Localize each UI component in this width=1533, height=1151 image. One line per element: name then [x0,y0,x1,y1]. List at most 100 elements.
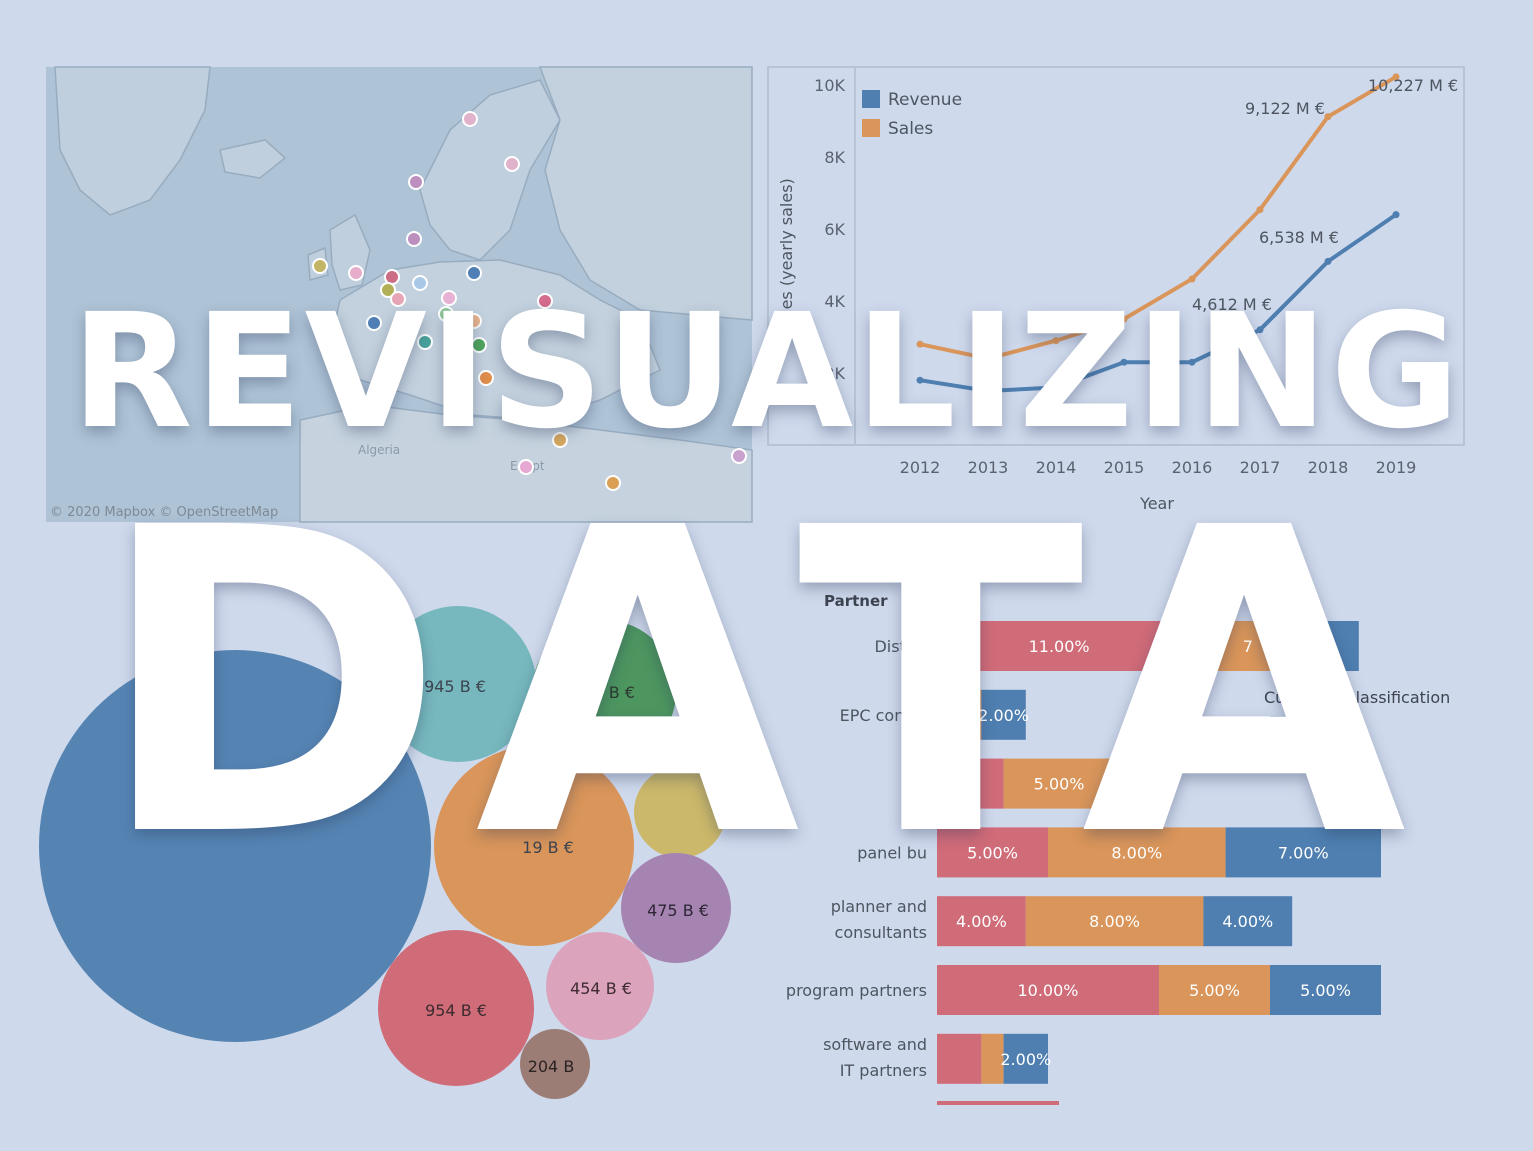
legend-swatch-revenue [862,90,880,108]
bar-chart-panel: Partner Customer classification Distrib 1… [786,592,1450,1105]
annotation-revenue-6538: 6,538 M € [1259,228,1339,247]
series-line-0 [919,212,1398,394]
bar-segment [1181,621,1315,671]
headline-line-1: REVISUALIZING [71,280,1462,464]
bar-category-label: consultants [835,923,927,942]
bar-segment [937,621,1182,671]
x-tick-label: 2015 [1104,458,1145,477]
series-line-1 [919,75,1398,361]
x-tick-label: 2014 [1036,458,1077,477]
bar-data-label: 7 [1243,637,1253,656]
bubble-label: 954 B € [425,1001,487,1020]
map-label-algeria: Algeria [358,443,400,457]
data-point [1188,275,1196,283]
data-point [984,355,992,363]
line-chart-ylabel: Sales (yearly sales) [777,178,796,334]
data-point [916,340,924,348]
bubble-green [532,620,676,764]
bar-segment [937,896,1026,947]
bar-data-label: 5.00% [1034,775,1085,794]
bar-chart-header: Partner [824,592,888,610]
bar-category-label: software and [823,1035,927,1054]
x-tick-label: 2012 [900,458,941,477]
bubble-purple [621,853,731,963]
x-tick-label: 2019 [1376,458,1417,477]
bar-category-label: program partners [786,981,927,1000]
bar-chart-legend-title: Customer classification [1264,688,1450,707]
bar-segment [1270,965,1381,1015]
legend-label-sales: Sales [888,119,933,139]
bar-data-label: % [963,775,978,794]
legend-swatch-sales [862,119,880,137]
bar-data-label: 8.00% [1111,843,1162,862]
bubble-blue [39,650,431,1042]
bubble-teal [380,606,536,762]
bar-segment [1048,827,1226,878]
legend-label-revenue: Revenue [888,90,962,110]
bar-segment [981,689,1026,740]
bar-data-label: 11.00% [1029,637,1090,656]
bar-data-label: 4.00% [1222,912,1273,931]
annotation-sales-2018: 9,122 M € [1245,99,1325,118]
bar-segment [1003,758,1115,809]
data-point [1324,257,1332,265]
bar-data-label: 00% [941,706,977,725]
bar-data-label: 4.00% [956,912,1007,931]
y-tick-label: 4K [824,292,845,311]
bubble-label: 19 B € [522,838,574,857]
bar-category-label: Distrib [874,637,927,656]
data-point [1120,358,1128,366]
data-point [1392,211,1400,219]
bar-category-label: panel bu [857,843,927,862]
bar-segment [1314,621,1359,671]
bubble-label: 945 B € [424,677,486,696]
bar-segment [937,689,982,740]
bar-partial-row [937,1101,1059,1105]
headline-line-2: DATA [96,440,1437,929]
data-point [916,376,924,384]
bubble-chart: 945 B € 743 B € 19 B € 475 B € 954 B € 4… [39,606,731,1099]
data-point [1052,383,1060,391]
map-attribution: © 2020 Mapbox © OpenStreetMap [50,505,278,520]
bar-data-label: 5.00% [1300,981,1351,1000]
data-point [1392,73,1400,81]
map-panel: Algeria Egypt © 2020 Mapbox © OpenStreet… [46,66,753,523]
x-tick-label: 2013 [968,458,1009,477]
bar-data-label: 2.00% [978,706,1029,725]
data-point [1324,113,1332,121]
x-tick-label: 2018 [1308,458,1349,477]
data-point [1256,206,1264,214]
line-chart-panel: Sales (yearly sales) Year Revenue Sales … [767,66,1465,513]
x-tick-label: 2016 [1172,458,1213,477]
bar-data-label: 5.00% [967,843,1018,862]
y-tick-label: 2K [824,364,845,383]
bubble-pink [546,932,654,1040]
bar-segment [937,1033,982,1084]
annotation-4612: 4,612 M € [1192,295,1272,314]
y-tick-label: 6K [824,220,845,239]
bar-data-label: 5.00% [1189,981,1240,1000]
bubble-label: 204 B [528,1057,575,1076]
bubble-yellow [634,766,726,858]
bar-data-label: 10.00% [1017,981,1078,1000]
bar-segment [1003,1033,1048,1084]
data-point [1256,326,1264,334]
bar-category-label: planner and [831,897,927,916]
bar-segment [1203,896,1293,947]
data-point [1188,358,1196,366]
bar-segment [1025,896,1204,947]
bar-segment [981,1033,1004,1084]
bar-segment [937,965,1159,1015]
bar-chart-legend-swatch [1270,716,1288,734]
bubble-brown [520,1029,590,1099]
bar-category-label: EPC contra [840,706,927,725]
bubble-orange [434,746,634,946]
bubble-red [378,930,534,1086]
map-markers [312,111,747,491]
y-tick-label: 10K [814,76,845,95]
bar-data-label: 7.00% [1278,843,1329,862]
bar-segment [937,827,1048,878]
y-tick-label: 8K [824,148,845,167]
line-chart-xlabel: Year [1139,494,1174,513]
